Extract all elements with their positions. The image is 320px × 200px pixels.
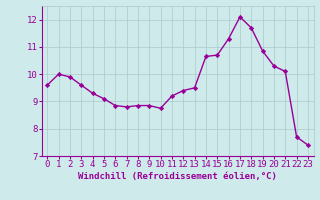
X-axis label: Windchill (Refroidissement éolien,°C): Windchill (Refroidissement éolien,°C) [78, 172, 277, 181]
